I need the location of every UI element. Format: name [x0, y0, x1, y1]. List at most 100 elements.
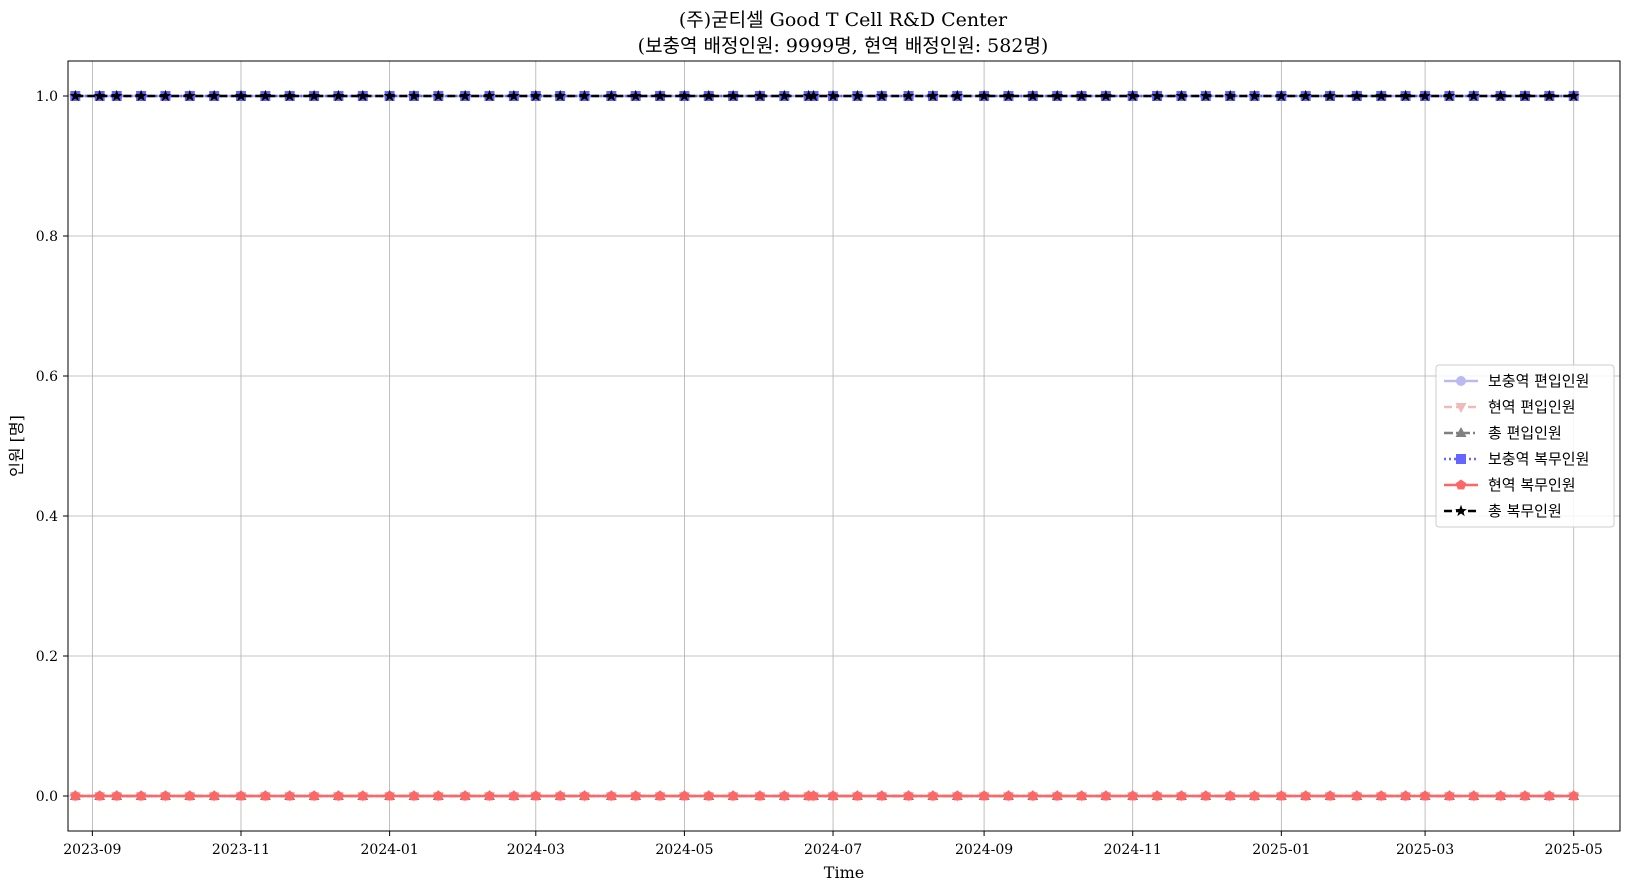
data-point: [94, 790, 105, 801]
data-point: [1200, 790, 1211, 801]
data-point: [978, 790, 990, 801]
data-point: [1075, 89, 1088, 102]
chart-subtitle: (보충역 배정인원: 9999명, 현역 배정인원: 582명): [638, 35, 1049, 57]
legend-marker: [1455, 403, 1467, 413]
data-point: [209, 790, 220, 801]
data-point: [160, 790, 171, 801]
data-point: [851, 89, 864, 102]
data-point: [952, 790, 963, 801]
series-layer: [69, 89, 1580, 802]
data-point: [702, 89, 715, 102]
data-point: [1443, 89, 1456, 102]
y-tick-label: 0.4: [36, 509, 58, 525]
x-tick-label: 2025-01: [1252, 842, 1310, 858]
data-point: [235, 89, 247, 102]
data-point: [606, 790, 617, 801]
data-point: [1051, 89, 1064, 102]
data-point: [529, 89, 542, 102]
data-point: [1350, 89, 1363, 102]
legend-marker: [1456, 376, 1466, 386]
data-point: [678, 89, 691, 102]
data-point: [1351, 790, 1363, 801]
x-tick-label: 2024-01: [361, 842, 419, 858]
data-point: [876, 790, 887, 801]
data-point: [235, 790, 247, 801]
y-axis-label: 인원 [명]: [7, 415, 26, 477]
data-point: [754, 89, 766, 102]
data-point: [432, 89, 445, 102]
data-point: [1299, 89, 1312, 102]
data-point: [852, 790, 863, 801]
data-point: [1176, 790, 1187, 801]
data-point: [1151, 790, 1163, 801]
data-point: [308, 790, 320, 801]
data-point: [1494, 89, 1507, 102]
data-point: [1419, 790, 1431, 801]
data-point: [703, 790, 714, 801]
series-4: [70, 790, 1579, 801]
y-tick-label: 1.0: [36, 89, 58, 105]
data-point: [1002, 89, 1015, 102]
data-point: [578, 89, 591, 102]
data-point: [1399, 89, 1412, 102]
data-point: [1495, 790, 1506, 801]
data-point: [978, 89, 990, 102]
data-point: [927, 790, 939, 801]
data-point: [579, 790, 590, 801]
data-point: [384, 790, 395, 801]
data-point: [135, 790, 147, 801]
data-point: [727, 790, 739, 801]
legend-marker: [1455, 427, 1467, 437]
data-point: [184, 790, 196, 801]
data-point: [110, 89, 123, 102]
data-point: [1324, 89, 1336, 102]
x-tick-label: 2025-03: [1396, 842, 1454, 858]
grid: [68, 61, 1620, 831]
data-point: [903, 790, 914, 801]
y-tick-label: 0.8: [36, 229, 58, 245]
data-point: [1519, 89, 1531, 102]
data-point: [1519, 790, 1531, 801]
y-tick-label: 0.2: [36, 649, 58, 665]
data-point: [284, 790, 295, 801]
legend-box: [1435, 364, 1615, 528]
legend-item: [1444, 403, 1478, 413]
legend-marker: [1455, 479, 1467, 490]
legend-label: 보충역 복무인원: [1488, 450, 1589, 468]
legend-item: [1444, 454, 1478, 464]
data-point: [554, 790, 566, 801]
data-point: [483, 89, 496, 102]
data-point: [383, 89, 396, 102]
data-point: [1248, 89, 1261, 102]
legend-label: 총 편입인원: [1488, 424, 1562, 442]
data-point: [508, 790, 520, 801]
data-point: [1419, 89, 1431, 102]
data-point: [727, 89, 740, 102]
data-point: [1027, 790, 1039, 801]
data-point: [208, 89, 221, 102]
data-point: [1544, 790, 1555, 801]
chart-title: (주)굳티셀 Good T Cell R&D Center: [679, 9, 1008, 31]
data-point: [654, 89, 666, 102]
data-point: [1467, 89, 1480, 102]
data-point: [1468, 790, 1479, 801]
data-point: [1324, 790, 1336, 801]
legend-label: 현역 복무인원: [1488, 476, 1576, 494]
data-point: [1224, 89, 1237, 102]
x-tick-label: 2024-05: [655, 842, 713, 858]
data-point: [1224, 790, 1236, 801]
data-point: [356, 89, 369, 102]
data-point: [1052, 790, 1063, 801]
x-tick-label: 2024-11: [1104, 842, 1162, 858]
legend-marker: [1455, 504, 1467, 517]
data-point: [1126, 89, 1139, 102]
data-point: [433, 790, 444, 801]
data-point: [283, 89, 296, 102]
legend-label: 보충역 편입인원: [1488, 372, 1589, 390]
data-point: [927, 89, 939, 102]
y-tick-label: 0.6: [36, 369, 58, 385]
data-point: [1400, 790, 1411, 801]
ticks: 2023-09 2023-11 2024-01 2024-03 2024-05 2024-…: [36, 89, 1603, 858]
data-point: [159, 89, 172, 102]
